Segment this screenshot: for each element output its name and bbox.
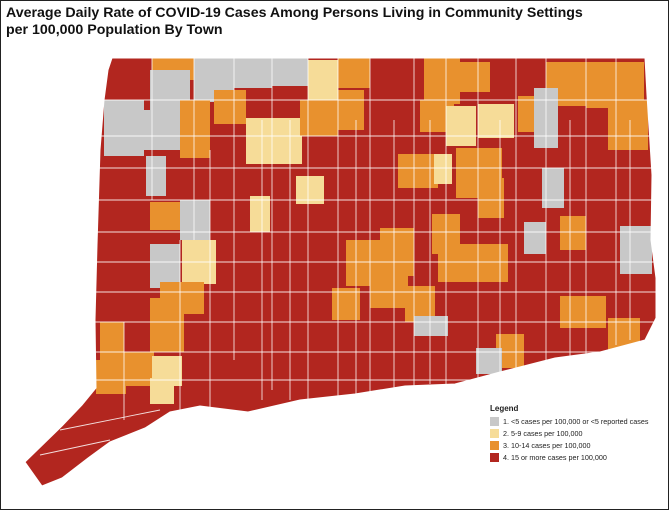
legend-title: Legend (490, 404, 519, 413)
town-area (112, 58, 152, 104)
town-area (608, 318, 640, 352)
town-area (180, 200, 210, 240)
town-area (446, 106, 476, 146)
legend-label-cat4: 4. 15 or more cases per 100,000 (503, 453, 607, 462)
town-area (438, 244, 508, 282)
legend-swatch-cat2 (490, 429, 499, 438)
town-area (180, 100, 210, 158)
town-area (560, 216, 586, 250)
town-area (560, 296, 606, 328)
legend-label-cat3: 3. 10-14 cases per 100,000 (503, 441, 591, 450)
town-area (414, 316, 448, 336)
town-area (300, 100, 338, 136)
town-area (332, 288, 360, 320)
legend-item-cat1: 1. <5 cases per 100,000 or <5 reported c… (490, 417, 660, 426)
town-area (214, 90, 246, 124)
town-area (478, 104, 514, 138)
town-area (104, 100, 144, 156)
town-area (150, 378, 174, 404)
legend-label-cat2: 2. 5-9 cases per 100,000 (503, 429, 583, 438)
town-area (140, 110, 180, 150)
town-area (434, 154, 452, 184)
town-area (524, 222, 546, 254)
map-title-line-1: Average Daily Rate of COVID-19 Cases Amo… (6, 5, 583, 21)
town-area (516, 60, 546, 90)
town-area (100, 322, 124, 366)
town-boundary (59, 409, 161, 431)
town-area (146, 156, 166, 196)
town-area (338, 90, 364, 130)
town-area (370, 58, 414, 98)
town-area (150, 244, 180, 288)
town-area (246, 118, 302, 164)
town-area (250, 196, 270, 232)
town-area (380, 228, 414, 276)
town-area (338, 58, 370, 88)
town-area (398, 154, 438, 188)
town-area (150, 298, 184, 352)
legend-item-cat2: 2. 5-9 cases per 100,000 (490, 429, 660, 438)
town-area (296, 176, 324, 204)
legend-swatch-cat3 (490, 441, 499, 450)
town-area (608, 100, 648, 150)
town-area (612, 182, 632, 206)
town-area (542, 168, 564, 208)
town-polygons (39, 58, 656, 456)
legend: Legend 1. <5 cases per 100,000 or <5 rep… (490, 404, 660, 465)
town-area (272, 58, 308, 86)
town-area (424, 58, 460, 104)
legend-item-cat3: 3. 10-14 cases per 100,000 (490, 441, 660, 450)
town-area (370, 274, 408, 308)
town-area (234, 58, 272, 88)
state-outline (24, 57, 657, 487)
map-title-line-2: per 100,000 Population By Town (6, 22, 223, 38)
town-area (124, 352, 154, 386)
legend-item-cat4: 4. 15 or more cases per 100,000 (490, 453, 660, 462)
map-title: Average Daily Rate of COVID-19 Cases Amo… (6, 5, 656, 39)
town-boundary (39, 439, 111, 456)
town-area (460, 62, 490, 92)
legend-swatch-cat1 (490, 417, 499, 426)
legend-label-cat1: 1. <5 cases per 100,000 or <5 reported c… (503, 417, 649, 426)
town-area (620, 226, 652, 274)
legend-swatch-cat4 (490, 453, 499, 462)
town-area (96, 360, 126, 394)
town-area (150, 202, 184, 230)
